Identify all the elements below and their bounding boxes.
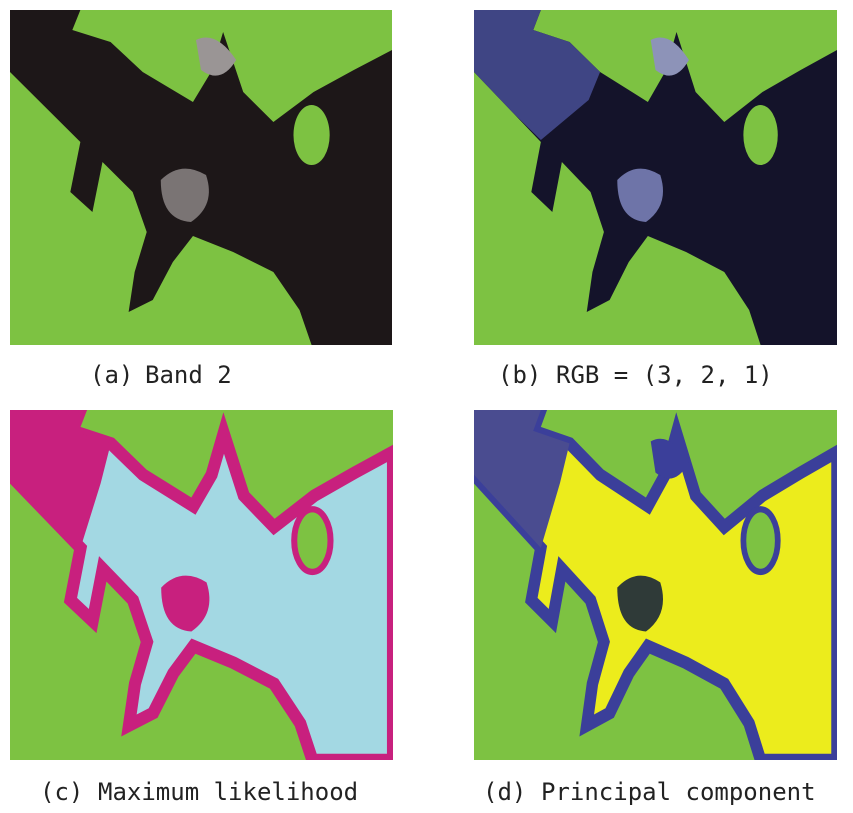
- panel-label: (a): [90, 361, 133, 389]
- panel-label: (c): [40, 778, 83, 806]
- panel-label: (b): [498, 361, 541, 389]
- panel-caption: Maximum likelihood: [98, 778, 358, 806]
- panel-image: [10, 10, 392, 345]
- panel-caption: Band 2: [145, 361, 232, 389]
- panel-image: [474, 410, 837, 760]
- panel-image: [10, 410, 393, 760]
- figure: (a) Band 2 (b) RGB = (3, 2, 1) (c) Maxim…: [0, 0, 853, 813]
- panel-image: [474, 10, 837, 345]
- panel-caption: Principal component: [541, 778, 816, 806]
- panel-caption: RGB = (3, 2, 1): [556, 361, 773, 389]
- panel-label: (d): [483, 778, 526, 806]
